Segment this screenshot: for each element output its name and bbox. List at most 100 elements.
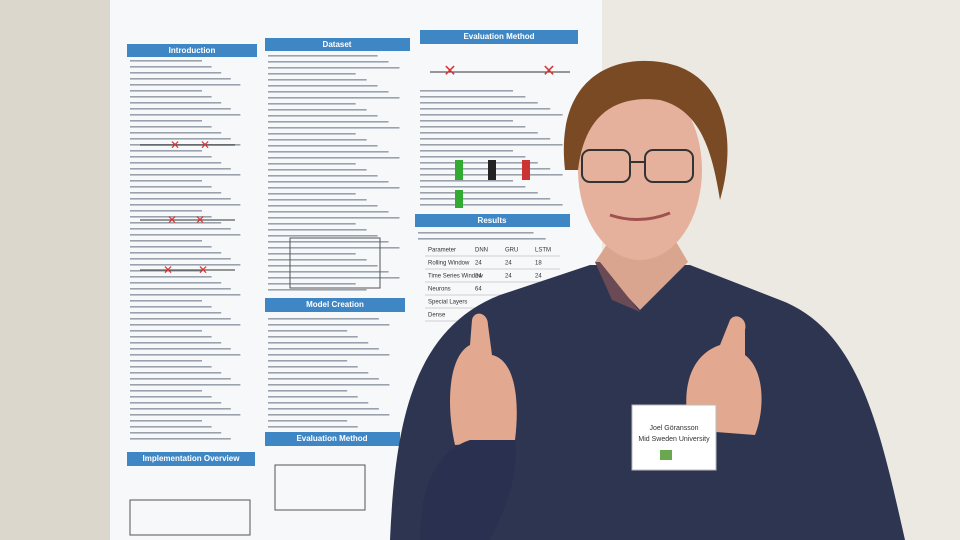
- text-line: [130, 114, 241, 116]
- text-line: [268, 330, 348, 332]
- text-line: [130, 162, 222, 164]
- text-line: [268, 205, 378, 207]
- text-line: [130, 372, 222, 374]
- text-line: [268, 253, 356, 255]
- text-line: [268, 103, 356, 105]
- left-thumb-hand: [450, 313, 517, 445]
- text-line: [130, 132, 222, 134]
- text-line: [130, 66, 212, 68]
- text-line: [268, 163, 356, 165]
- table-cell: Parameter: [428, 248, 456, 254]
- text-line: [130, 192, 222, 194]
- glasses-lens: [644, 149, 694, 183]
- cross-icon: ✕: [167, 213, 177, 227]
- text-line: [268, 259, 367, 261]
- text-line: [268, 145, 378, 147]
- text-line: [268, 67, 400, 69]
- cross-icon: ✕: [200, 138, 210, 152]
- text-line: [268, 229, 367, 231]
- text-line: [130, 150, 202, 152]
- text-line: [268, 426, 358, 428]
- text-line: [130, 138, 231, 140]
- text-line: [130, 348, 231, 350]
- section-header: [265, 432, 400, 446]
- section-title: Evaluation Method: [296, 434, 367, 443]
- collar: [595, 262, 640, 312]
- text-line: [420, 162, 538, 164]
- text-line: [268, 408, 379, 410]
- text-line: [268, 247, 400, 249]
- text-line: [130, 408, 231, 410]
- text-line: [268, 235, 378, 237]
- text-line: [420, 108, 551, 110]
- text-line: [268, 318, 379, 320]
- text-line: [130, 258, 231, 260]
- table-cell: 24: [535, 274, 542, 280]
- section-header: [420, 30, 578, 44]
- left-sleeve: [420, 440, 516, 540]
- text-line: [130, 414, 241, 416]
- text-line: [268, 109, 367, 111]
- text-line: [130, 270, 202, 272]
- text-line: [420, 192, 538, 194]
- text-line: [130, 108, 231, 110]
- text-line: [130, 420, 202, 422]
- text-line: [268, 199, 367, 201]
- section-header: [127, 44, 257, 57]
- results-table: Parameter DNN GRU LSTM Rolling Window 24 24 18 T…: [425, 248, 560, 322]
- text-line: [268, 378, 379, 380]
- data-table: [289, 237, 381, 289]
- cross-icon: ✕: [542, 63, 555, 80]
- timing-diagram: [274, 464, 366, 511]
- text-line: [130, 288, 231, 290]
- text-line: [268, 324, 390, 326]
- text-line: [130, 246, 212, 248]
- person: [390, 60, 905, 540]
- text-line: [268, 115, 378, 117]
- table-cell: 24: [505, 261, 512, 267]
- text-line: [130, 360, 202, 362]
- text-line: [420, 102, 538, 104]
- bar-icon: [488, 160, 496, 180]
- text-line: [268, 127, 400, 129]
- table-cell: Neurons: [428, 287, 451, 293]
- text-line: [420, 168, 551, 170]
- table-cell: GRU: [505, 248, 518, 254]
- text-line: [130, 282, 222, 284]
- text-line: [420, 144, 563, 146]
- neck: [595, 240, 688, 310]
- poster-diagrams: ✕ ✕ ✕ ✕ ✕ ✕ ✕ ✕: [129, 63, 570, 536]
- text-line: [130, 78, 231, 80]
- text-line: [268, 420, 348, 422]
- text-line: [268, 241, 389, 243]
- badge-logo: [660, 450, 672, 460]
- text-line: [268, 348, 379, 350]
- text-line: [420, 180, 513, 182]
- badge-card: [631, 404, 717, 471]
- bar-icon: [522, 160, 530, 180]
- face: [578, 80, 702, 260]
- text-line: [130, 306, 212, 308]
- text-line: [420, 186, 526, 188]
- text-line: [268, 283, 356, 285]
- text-line: [130, 432, 222, 434]
- text-line: [130, 204, 241, 206]
- section-title: Model Creation: [306, 300, 364, 309]
- wall-left: [0, 0, 110, 540]
- text-line: [130, 426, 212, 428]
- text-line: [130, 264, 241, 266]
- cross-icon: ✕: [170, 138, 180, 152]
- text-line: [268, 289, 367, 291]
- text-line: [268, 169, 367, 171]
- text-line: [130, 228, 231, 230]
- text-line: [268, 79, 367, 81]
- text-line: [420, 96, 526, 98]
- mouth: [609, 211, 671, 221]
- text-line: [268, 181, 389, 183]
- text-line: [130, 156, 212, 158]
- text-line: [268, 372, 369, 374]
- text-line: [130, 240, 202, 242]
- text-line: [268, 121, 389, 123]
- text-line: [268, 354, 390, 356]
- text-line: [420, 156, 526, 158]
